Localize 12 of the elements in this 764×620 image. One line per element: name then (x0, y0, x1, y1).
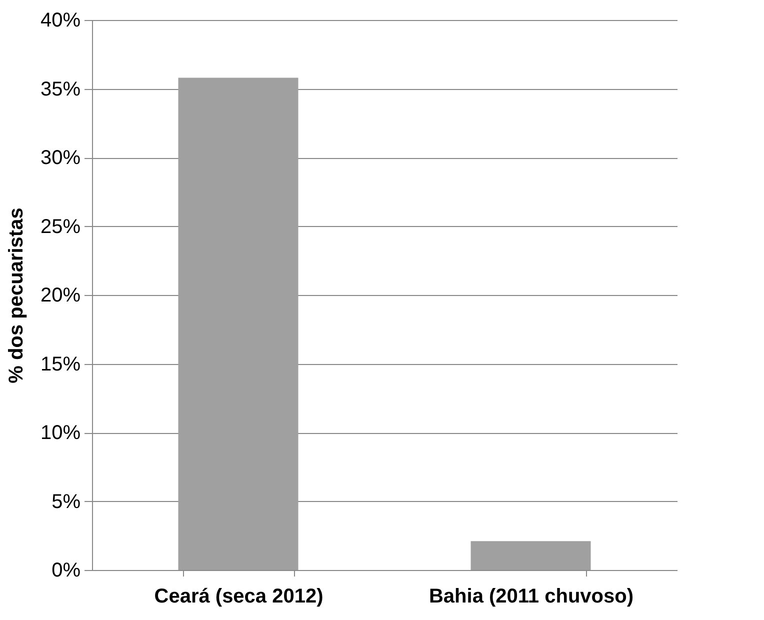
x-tick-label: Bahia (2011 chuvoso) (428, 586, 634, 608)
y-tick-label: 15% (40, 353, 81, 376)
y-tick-label: 10% (40, 422, 81, 444)
y-tick-label: 30% (40, 147, 81, 169)
y-tick-label: 0% (52, 560, 81, 582)
y-tick-label: 20% (40, 284, 81, 306)
y-axis-title: % dos pecuaristas (5, 208, 28, 384)
y-tick-label: 25% (40, 216, 81, 238)
y-tick-label: 35% (40, 78, 81, 100)
y-tick-label: 5% (52, 490, 81, 513)
y-tick-label: 40% (40, 10, 81, 32)
x-tick-label: Ceará (seca 2012) (154, 586, 324, 608)
